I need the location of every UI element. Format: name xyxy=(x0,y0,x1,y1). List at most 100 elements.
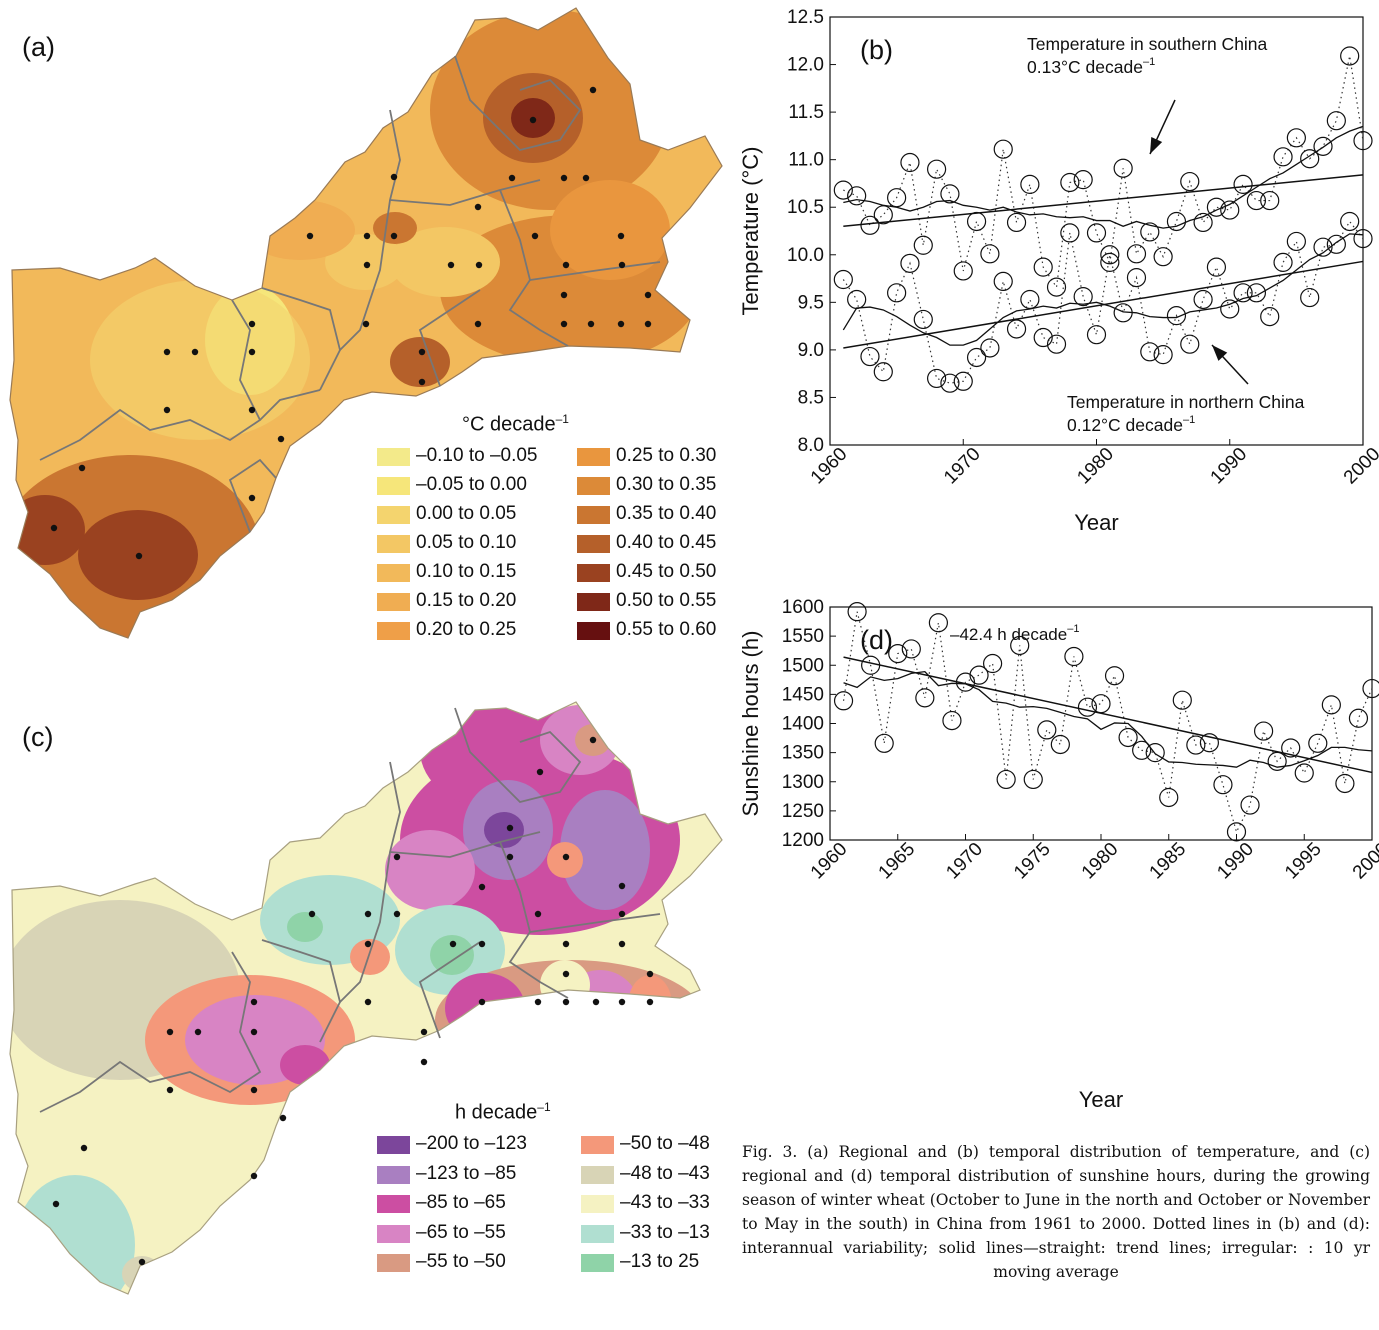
y-tick-label: 11.5 xyxy=(788,102,824,123)
legend-label: –85 to –65 xyxy=(416,1192,506,1213)
data-point xyxy=(1273,252,1293,272)
data-point xyxy=(1180,171,1200,192)
legend-swatch xyxy=(377,506,410,524)
data-point xyxy=(955,672,976,692)
legend-label: 0.30 to 0.35 xyxy=(616,474,717,495)
data-point xyxy=(1353,229,1373,249)
data-point xyxy=(847,186,867,206)
data-point xyxy=(847,289,867,310)
y-tick-label: 9.0 xyxy=(798,340,824,361)
data-point xyxy=(1313,136,1333,156)
legend-swatch xyxy=(377,477,410,495)
trend-rate-sup: –1 xyxy=(1183,414,1195,426)
legend-swatch xyxy=(377,1254,410,1272)
data-point xyxy=(1037,720,1057,740)
legend-swatch xyxy=(377,535,410,553)
data-point xyxy=(969,665,989,685)
data-point xyxy=(1077,697,1098,717)
data-point xyxy=(1233,283,1253,303)
series-annotation: Temperature in northern China xyxy=(1067,392,1305,412)
data-point xyxy=(1193,212,1213,233)
y-tick-label: 1200 xyxy=(782,830,824,851)
chart-b: 8.0 8.5 9.0 9.5 10.0 10.5 11.0 11.5 12.0 12.5 1960… xyxy=(730,0,1379,550)
legend-label: –123 to –85 xyxy=(416,1162,517,1184)
y-tick-label: 1600 xyxy=(782,597,824,618)
trend-line xyxy=(843,260,1364,349)
data-point xyxy=(1140,342,1160,362)
data-point xyxy=(1340,46,1360,66)
y-tick-label: 8.0 xyxy=(798,435,824,456)
data-point xyxy=(1260,190,1280,211)
chart-d: 1200 1250 1300 1350 1400 1450 1500 1550 1600 1960… xyxy=(730,590,1379,1140)
data-point xyxy=(983,653,1003,674)
y-tick-label: 1550 xyxy=(782,626,824,647)
x-tick-label: 1985 xyxy=(1146,839,1191,884)
y-tick-label: 11.0 xyxy=(788,150,824,171)
data-point xyxy=(1159,787,1179,808)
data-point xyxy=(1300,287,1320,308)
data-point xyxy=(1033,327,1053,348)
data-point xyxy=(833,180,853,200)
data-point xyxy=(888,643,908,664)
legend-swatch xyxy=(577,622,610,640)
moving-average-line xyxy=(843,670,1373,768)
legend-swatch xyxy=(581,1195,614,1213)
data-point xyxy=(1308,733,1328,753)
x-tick-label: 1965 xyxy=(875,839,920,884)
data-point xyxy=(887,188,907,208)
data-point xyxy=(833,691,854,711)
x-tick-label: 2000 xyxy=(1340,444,1379,489)
data-point xyxy=(1220,200,1240,220)
legend-swatch xyxy=(577,593,610,611)
x-tick-label: 1990 xyxy=(1207,444,1252,489)
y-axis-label: Temperature (°C) xyxy=(738,147,763,316)
legend-label: 0.35 to 0.40 xyxy=(616,503,717,524)
y-tick-label: 1500 xyxy=(782,655,824,676)
data-point xyxy=(860,215,880,235)
map-c: (c) h decade–1 –200 to –123 –123 to –85 –8… xyxy=(0,690,730,1330)
data-point xyxy=(1246,283,1267,303)
legend-label: 0.55 to 0.60 xyxy=(616,619,717,640)
data-point xyxy=(1100,245,1120,265)
panel-c-label: (c) xyxy=(22,722,54,752)
legend-label: –0.05 to 0.00 xyxy=(416,474,527,495)
x-tick-label: 2000 xyxy=(1349,839,1379,884)
data-point xyxy=(900,253,920,273)
legend-c-title: h decade–1 xyxy=(455,1100,551,1124)
data-point xyxy=(873,362,893,382)
legend-swatch xyxy=(377,448,410,466)
data-point xyxy=(1046,334,1067,354)
data-point xyxy=(1006,319,1027,339)
data-point xyxy=(927,368,947,389)
chart-d-plot: 1200125013001350140014501500155016001960… xyxy=(738,597,1379,1112)
annotation-arrow-head xyxy=(1150,136,1163,154)
data-point xyxy=(1091,694,1111,714)
data-point xyxy=(913,235,933,255)
data-point xyxy=(953,371,973,391)
legend-label: 0.40 to 0.45 xyxy=(616,532,717,553)
data-point xyxy=(1226,822,1247,842)
data-point xyxy=(1246,190,1267,211)
legend-label: 0.20 to 0.25 xyxy=(416,619,517,640)
map-a: (a) °C decade–1 –0.10 to –0.05 –0.05 to 0… xyxy=(0,0,730,655)
data-point xyxy=(1113,158,1133,178)
x-tick-label: 1975 xyxy=(1010,839,1055,884)
legend-swatch xyxy=(577,535,610,553)
legend-label: –0.10 to –0.05 xyxy=(416,445,538,466)
data-point xyxy=(1273,147,1293,167)
legend-label: 0.15 to 0.20 xyxy=(416,590,517,611)
x-tick-label: 1970 xyxy=(940,444,985,489)
y-tick-label: 8.5 xyxy=(798,387,824,408)
data-point xyxy=(860,346,880,367)
legend-swatch xyxy=(577,448,610,466)
data-point xyxy=(887,283,907,303)
data-point xyxy=(1046,277,1067,297)
legend-label: –33 to –13 xyxy=(620,1221,710,1243)
data-point xyxy=(1313,237,1333,257)
data-point xyxy=(980,338,1000,358)
legend-label: 0.00 to 0.05 xyxy=(416,503,517,524)
x-tick-label: 1980 xyxy=(1078,839,1123,884)
data-point xyxy=(1253,721,1274,741)
data-point xyxy=(1233,174,1253,194)
data-point xyxy=(928,613,948,633)
